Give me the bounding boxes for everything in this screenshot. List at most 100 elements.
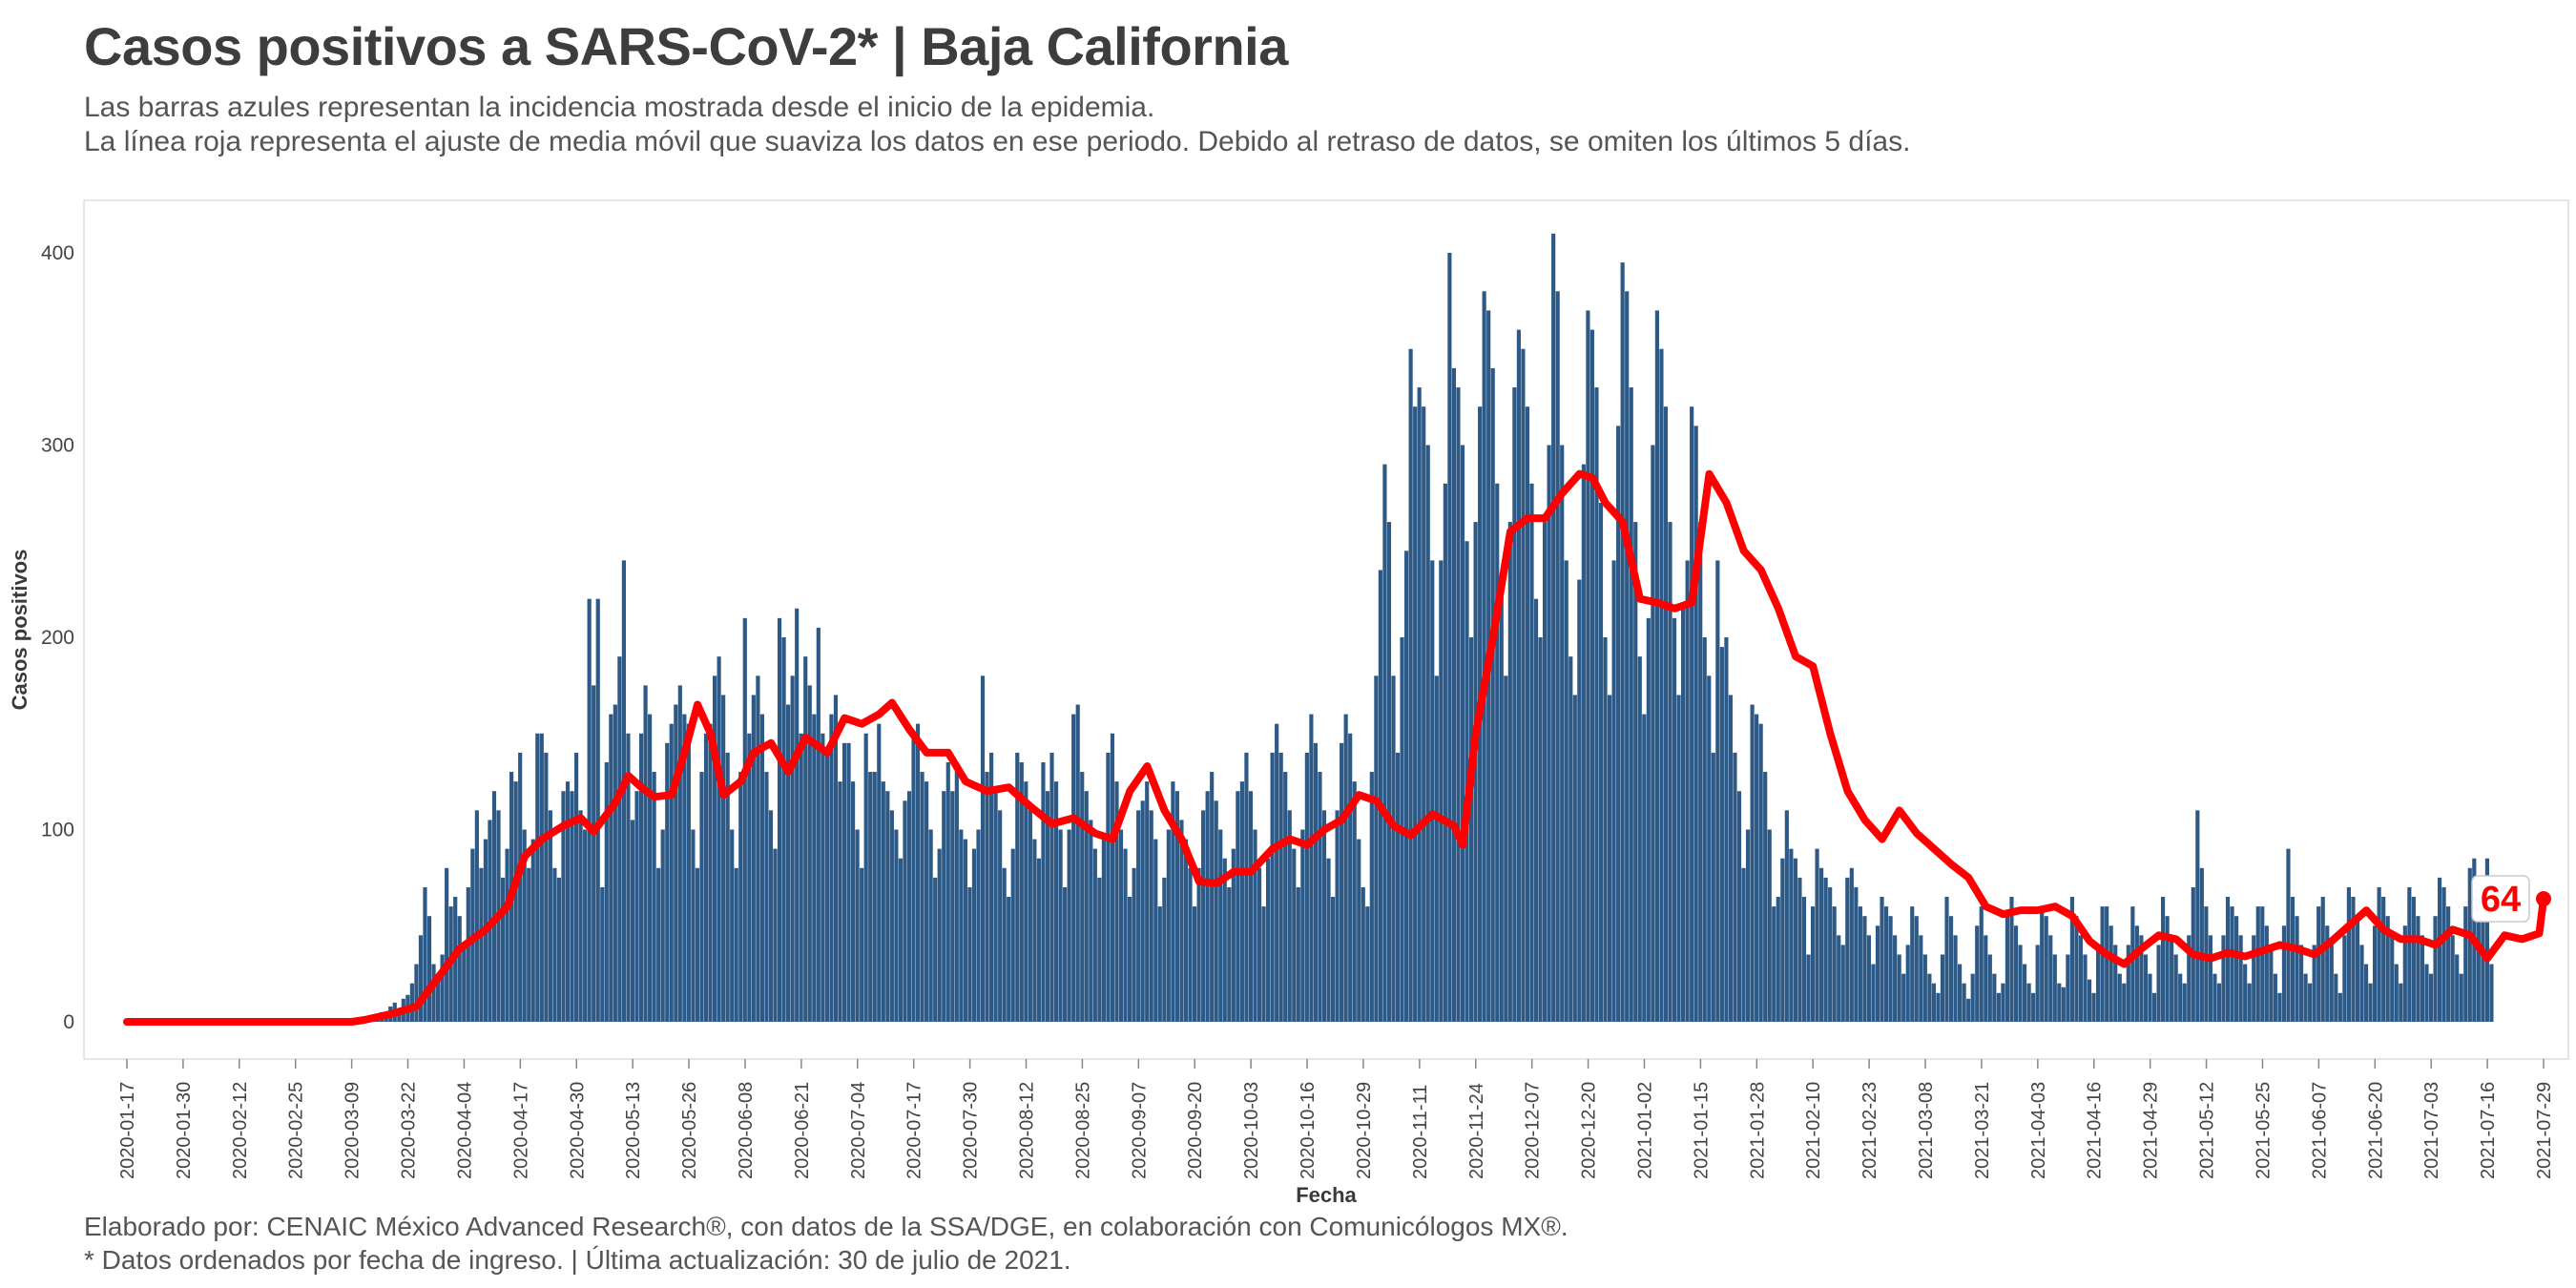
bar [976, 829, 981, 1022]
bar [906, 791, 912, 1022]
bar [1365, 906, 1370, 1022]
bar [1789, 848, 1794, 1022]
bar [1425, 445, 1430, 1022]
bar [1594, 387, 1599, 1022]
y-tick-label: 200 [41, 627, 74, 649]
bar [2407, 886, 2412, 1022]
bar [2428, 973, 2434, 1023]
bar [397, 1009, 402, 1022]
bar [1244, 752, 1249, 1022]
bar [1075, 704, 1080, 1022]
bar [677, 685, 682, 1023]
bar [812, 714, 817, 1022]
bar [1261, 906, 1266, 1022]
bar [1058, 829, 1063, 1022]
bar [821, 733, 825, 1022]
bar [2273, 973, 2277, 1023]
bar [1063, 886, 1068, 1022]
bar [1162, 877, 1167, 1023]
bar [2018, 945, 2023, 1022]
bar [1663, 406, 1669, 1022]
bar [860, 867, 864, 1022]
bar [1391, 675, 1396, 1022]
bar [440, 954, 445, 1022]
bar [993, 791, 998, 1022]
bar [838, 781, 842, 1023]
bar [2001, 983, 2005, 1022]
bar [1875, 925, 1880, 1022]
bar [2044, 916, 2048, 1022]
bar [1374, 675, 1379, 1022]
bar [1236, 791, 1240, 1022]
bar [418, 935, 424, 1022]
bar [2195, 810, 2200, 1022]
bar [1404, 551, 1409, 1022]
bar [773, 848, 778, 1022]
bar [1270, 752, 1275, 1022]
bar [426, 916, 432, 1022]
bar [2199, 867, 2204, 1022]
bar [2355, 916, 2360, 1022]
bar [2216, 983, 2222, 1022]
bar [1357, 839, 1361, 1022]
bar [466, 886, 470, 1022]
bar [1266, 858, 1271, 1022]
bar [1482, 291, 1486, 1022]
bar [846, 742, 851, 1022]
bar [1880, 897, 1884, 1022]
bar [1676, 695, 1681, 1022]
x-tick-label: 2020-07-30 [961, 1082, 982, 1179]
bar [1715, 560, 1720, 1022]
bar [2105, 906, 2109, 1022]
bar [2373, 925, 2378, 1022]
bar [898, 858, 904, 1022]
bar [1179, 820, 1184, 1022]
bar [1214, 800, 1218, 1022]
bar [1741, 867, 1746, 1022]
bar [1196, 867, 1201, 1022]
bar [1603, 637, 1608, 1022]
x-axis-ticks: 2020-01-17 2020-01-30 2020-02-12 2020-02-25… [117, 1059, 2555, 1179]
bar [1257, 867, 1262, 1022]
bar [1966, 998, 1971, 1022]
bar [1512, 387, 1517, 1022]
bar [2182, 983, 2187, 1022]
bar [2424, 964, 2429, 1022]
bar [1507, 522, 1512, 1022]
bar [2143, 954, 2149, 1022]
bar [933, 877, 938, 1023]
bar [915, 723, 921, 1022]
bar [1183, 839, 1189, 1022]
bar [2368, 983, 2373, 1022]
bar [2325, 925, 2330, 1022]
bar [2489, 964, 2494, 1022]
bar [1659, 348, 1664, 1022]
bar [1036, 858, 1042, 1022]
bar [1637, 656, 1642, 1022]
bar [881, 781, 885, 1023]
bar [1227, 886, 1232, 1022]
bar [863, 733, 868, 1022]
bar [1862, 916, 1867, 1022]
bar [1883, 906, 1889, 1022]
bar [435, 973, 441, 1023]
bar [643, 685, 648, 1023]
x-tick-label: 2021-04-16 [2085, 1082, 2106, 1179]
y-tick-label: 100 [41, 820, 74, 841]
bar [1335, 810, 1340, 1022]
bar [1330, 897, 1336, 1022]
bar [945, 761, 950, 1022]
bar [1287, 810, 1292, 1022]
bar [513, 781, 518, 1023]
bar [963, 839, 967, 1022]
x-tick-label: 2021-05-25 [2253, 1082, 2274, 1179]
bar [1318, 772, 1322, 1022]
bar [781, 637, 786, 1022]
bar [717, 656, 721, 1022]
bar [747, 733, 752, 1022]
bar [2351, 897, 2356, 1022]
bar [1944, 897, 1949, 1022]
x-tick-label: 2021-01-02 [1634, 1082, 1655, 1179]
bar [885, 791, 890, 1022]
bar [2074, 916, 2079, 1022]
